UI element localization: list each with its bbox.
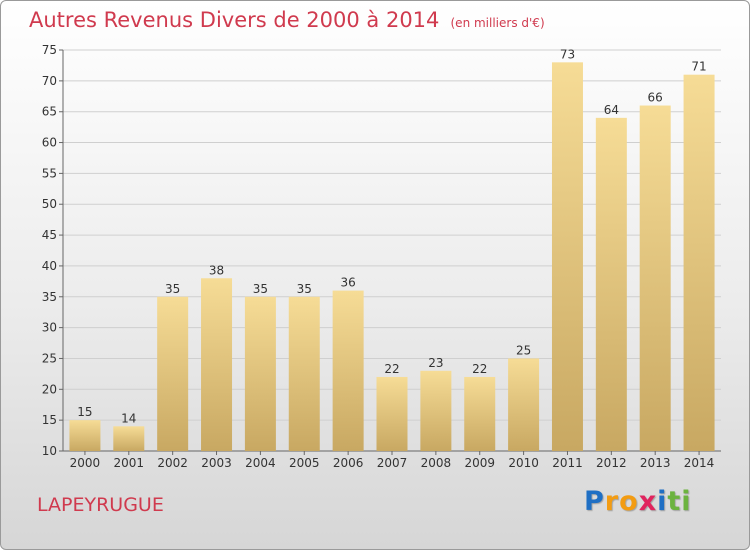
bar-2003 [201,278,233,451]
value-label-2010: 25 [516,343,531,357]
logo-letter: t [667,486,682,517]
bar-2011 [551,62,583,451]
bar-2012 [595,117,627,451]
y-tick-label: 75 [42,43,57,57]
bar-2014 [683,74,715,451]
bar-2010 [508,358,540,451]
value-label-2007: 22 [384,362,399,376]
value-label-2011: 73 [560,47,575,61]
x-tick-label-2001: 2001 [114,456,145,470]
y-tick-label: 70 [42,74,57,88]
y-tick-label: 40 [42,259,57,273]
bar-2013 [639,105,671,452]
x-tick-label-2003: 2003 [201,456,232,470]
bar-2004 [244,296,276,451]
value-label-2000: 15 [77,405,92,419]
chart-title-text: Autres Revenus Divers de 2000 à 2014 [29,8,440,32]
x-tick-label-2006: 2006 [333,456,364,470]
x-tick-label-2005: 2005 [289,456,320,470]
value-label-2013: 66 [648,91,663,105]
place-name: LAPEYRUGUE [37,494,164,516]
bar-2006 [332,290,364,451]
x-tick-label-2008: 2008 [421,456,452,470]
y-tick-label: 10 [42,444,57,458]
x-tick-label-2011: 2011 [552,456,583,470]
value-label-2014: 71 [691,60,706,74]
logo-letter: P [584,486,605,517]
y-tick-label: 45 [42,228,57,242]
value-label-2009: 22 [472,362,487,376]
y-tick-label: 25 [42,351,57,365]
logo-letter: i [657,486,668,517]
y-tick-label: 50 [42,197,57,211]
y-tick-label: 30 [42,321,57,335]
bar-2002 [157,296,189,451]
value-label-2004: 35 [253,282,268,296]
proxiti-logo: Proxiti [584,486,692,517]
value-label-2001: 14 [121,411,136,425]
y-tick-label: 60 [42,136,57,150]
x-tick-label-2002: 2002 [157,456,188,470]
value-label-2002: 35 [165,282,180,296]
y-tick-label: 65 [42,105,57,119]
logo-letter: x [638,486,658,517]
value-label-2012: 64 [604,103,619,117]
x-tick-label-2009: 2009 [464,456,495,470]
value-label-2003: 38 [209,263,224,277]
logo-letter: o [619,486,639,517]
x-tick-label-2010: 2010 [508,456,539,470]
chart-title: Autres Revenus Divers de 2000 à 2014 (en… [29,8,545,32]
x-tick-label-2007: 2007 [377,456,408,470]
value-label-2005: 35 [297,282,312,296]
logo-letter: r [604,486,620,517]
x-tick-label-2000: 2000 [70,456,101,470]
y-tick-label: 55 [42,166,57,180]
bar-2005 [288,296,320,451]
bar-2000 [69,420,101,451]
y-tick-label: 20 [42,382,57,396]
value-label-2008: 23 [428,356,443,370]
bar-2007 [376,376,408,451]
x-tick-label-2014: 2014 [684,456,715,470]
y-tick-label: 35 [42,290,57,304]
bar-2008 [420,370,452,451]
chart-unit: (en milliers d'€) [450,16,545,30]
logo-letter: i [681,486,692,517]
value-label-2006: 36 [340,276,355,290]
bar-2009 [464,376,496,451]
x-tick-label-2012: 2012 [596,456,627,470]
x-tick-label-2004: 2004 [245,456,276,470]
x-tick-label-2013: 2013 [640,456,671,470]
y-tick-label: 15 [42,413,57,427]
bar-2001 [113,426,145,451]
